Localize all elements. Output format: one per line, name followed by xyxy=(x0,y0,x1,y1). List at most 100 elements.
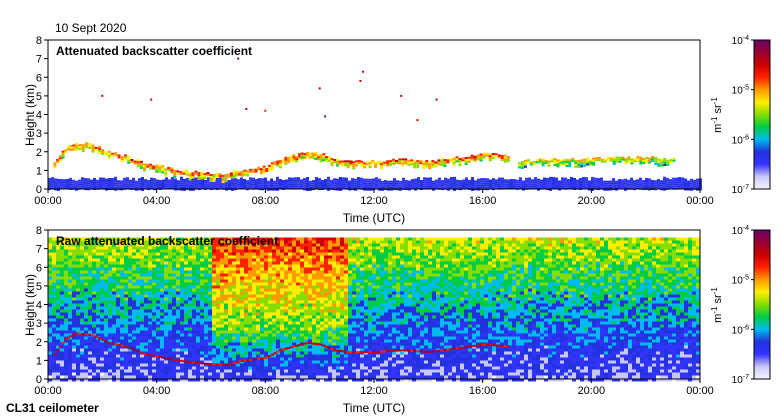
heatmap-cell xyxy=(303,180,306,183)
heatmap-cell xyxy=(100,291,104,295)
heatmap-cell xyxy=(362,70,365,73)
heatmap-cell xyxy=(147,182,150,185)
heatmap-cell xyxy=(207,181,210,184)
heatmap-cell xyxy=(120,303,124,307)
heatmap-cell xyxy=(96,181,99,184)
heatmap-cell xyxy=(489,181,492,184)
heatmap-cell xyxy=(603,188,606,191)
heatmap-cell xyxy=(224,327,228,331)
heatmap-cell xyxy=(297,187,300,190)
heatmap-cell xyxy=(296,351,300,355)
heatmap-cell xyxy=(284,249,288,253)
heatmap-cell xyxy=(240,246,244,250)
heatmap-cell xyxy=(144,315,148,319)
heatmap-cell xyxy=(160,246,164,250)
heatmap-cell xyxy=(132,246,136,250)
heatmap-cell xyxy=(549,176,552,179)
heatmap-cell xyxy=(164,315,168,319)
heatmap-cell xyxy=(212,267,216,271)
heatmap-cell xyxy=(196,255,200,259)
heatmap-cell xyxy=(208,366,212,370)
heatmap-cell xyxy=(260,318,264,322)
heatmap-cell xyxy=(116,261,120,265)
heatmap-cell xyxy=(292,306,296,310)
heatmap-cell xyxy=(148,366,152,370)
heatmap-cell xyxy=(236,324,240,328)
heatmap-cell xyxy=(471,179,474,181)
heatmap-cell xyxy=(579,186,582,188)
heatmap-cell xyxy=(188,267,192,271)
heatmap-cell xyxy=(576,181,579,184)
heatmap-cell xyxy=(642,184,645,187)
heatmap-cell xyxy=(280,270,284,274)
heatmap-cell xyxy=(288,306,292,310)
heatmap-cell xyxy=(76,261,80,265)
heatmap-cell xyxy=(84,144,88,147)
heatmap-cell xyxy=(200,297,204,301)
heatmap-cell xyxy=(184,303,188,307)
heatmap-cell xyxy=(200,366,204,370)
heatmap-cell xyxy=(220,267,224,271)
heatmap-cell xyxy=(164,303,168,307)
x-axis: 00:00 04:00 08:00 12:00 16:00 20:00 00:00 xyxy=(34,189,714,207)
heatmap-cell xyxy=(268,246,272,250)
heatmap-cell xyxy=(196,258,200,262)
heatmap-cell xyxy=(216,183,219,186)
heatmap-cell xyxy=(618,183,621,185)
heatmap-cell xyxy=(204,348,208,352)
heatmap-cell xyxy=(435,181,438,184)
heatmap-cell xyxy=(236,345,240,349)
heatmap-cell xyxy=(519,183,522,186)
heatmap-cell xyxy=(232,333,236,337)
heatmap-cell xyxy=(212,276,216,280)
heatmap-cell xyxy=(240,282,244,286)
heatmap-cell xyxy=(84,240,88,244)
heatmap-cell xyxy=(180,315,184,319)
heatmap-cell xyxy=(375,181,378,184)
heatmap-cell xyxy=(296,357,300,361)
heatmap-cell xyxy=(99,181,102,184)
heatmap-cell xyxy=(104,315,108,319)
heatmap-cell xyxy=(612,186,615,189)
heatmap-cell xyxy=(546,184,549,187)
heatmap-cell xyxy=(296,252,300,256)
heatmap-cell xyxy=(252,351,256,355)
heatmap-cell xyxy=(262,169,266,172)
heatmap-cell xyxy=(172,291,176,295)
heatmap-cell xyxy=(180,354,184,358)
heatmap-cell xyxy=(300,246,304,250)
heatmap-cell xyxy=(92,255,96,259)
heatmap-cell xyxy=(196,357,200,361)
heatmap-cell xyxy=(128,276,132,280)
heatmap-cell xyxy=(156,267,160,271)
heatmap-cell xyxy=(180,324,184,328)
heatmap-cell xyxy=(200,342,204,346)
heatmap-cell xyxy=(88,321,92,325)
heatmap-cell xyxy=(192,255,196,259)
heatmap-cell xyxy=(618,156,622,159)
heatmap-cell xyxy=(144,243,148,247)
heatmap-cell xyxy=(228,276,232,280)
heatmap-cell xyxy=(48,366,52,370)
heatmap-cell xyxy=(90,183,93,186)
heatmap-cell xyxy=(402,183,405,186)
heatmap-cell xyxy=(259,168,263,171)
heatmap-cell xyxy=(216,309,220,313)
heatmap-cell xyxy=(256,294,260,298)
heatmap-cell xyxy=(437,161,441,164)
heatmap-cell xyxy=(204,357,208,361)
heatmap-cell xyxy=(244,315,248,319)
heatmap-cell xyxy=(200,345,204,349)
heatmap-cell xyxy=(244,246,248,250)
heatmap-cell xyxy=(105,180,108,183)
heatmap-cell xyxy=(452,159,456,162)
heatmap-cell xyxy=(212,279,216,283)
heatmap-cell xyxy=(144,183,147,186)
heatmap-cell xyxy=(164,321,168,325)
heatmap-cell xyxy=(188,369,192,373)
heatmap-cell xyxy=(240,303,244,307)
heatmap-cell xyxy=(54,182,57,185)
heatmap-cell xyxy=(112,333,116,337)
heatmap-cell xyxy=(288,339,292,343)
heatmap-cell xyxy=(288,324,292,328)
